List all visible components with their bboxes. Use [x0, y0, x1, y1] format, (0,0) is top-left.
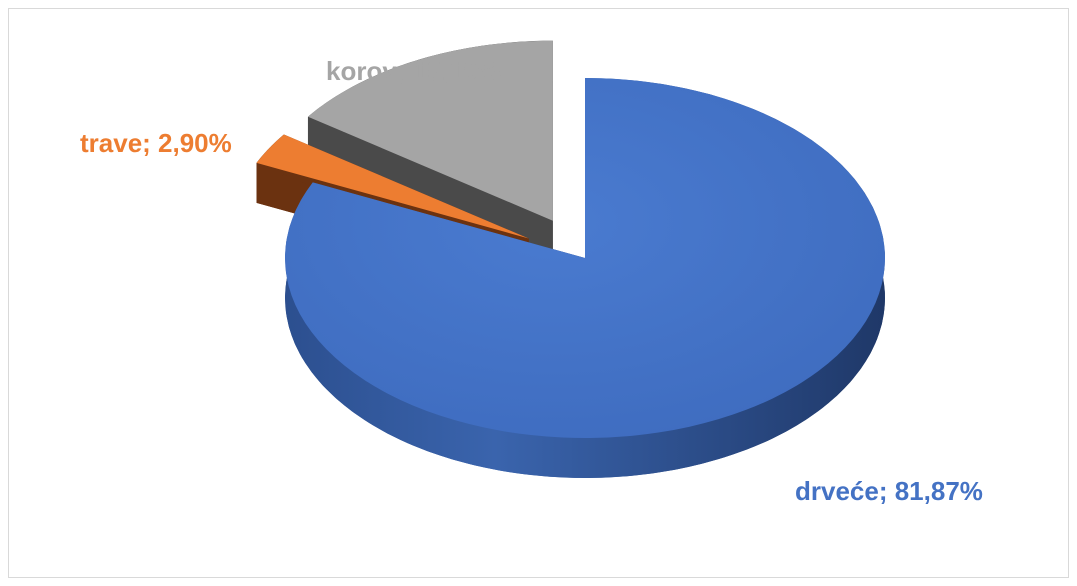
data-label-korov: korov; 15,19% — [326, 56, 501, 86]
data-label-trave: trave; 2,90% — [80, 128, 232, 158]
pie-slice-drvee — [285, 78, 886, 478]
data-label-drvee: drveće; 81,87% — [795, 476, 983, 506]
